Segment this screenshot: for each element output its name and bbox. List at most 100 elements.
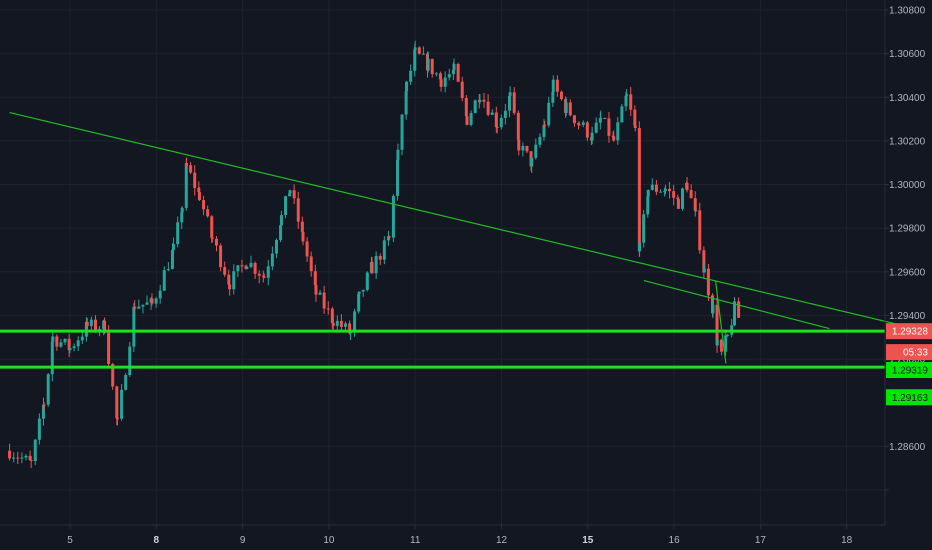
candle-body (611, 135, 615, 137)
candle-body (530, 157, 534, 167)
candle-body (330, 308, 334, 323)
candle-body (494, 112, 498, 127)
candle-body (706, 268, 710, 296)
candle-body (301, 231, 305, 242)
horizontal-lines (0, 329, 885, 369)
candle-body (551, 79, 555, 92)
candle-body (284, 196, 288, 216)
candle-body (698, 210, 702, 251)
time-axis[interactable]: 5 8 9 10 11 12 15 16 17 18 (67, 525, 853, 546)
candle-body (335, 320, 339, 326)
candle-body (396, 149, 400, 160)
candle-body (400, 114, 404, 150)
candle-body (646, 189, 650, 197)
candle-body (249, 262, 253, 267)
candle-body (89, 319, 93, 327)
candle-body (158, 290, 162, 299)
candle-body (391, 195, 395, 238)
candle-body (197, 192, 201, 201)
x-tick-label: 15 (582, 535, 594, 546)
y-tick-label: 1.30400 (889, 93, 926, 104)
price-tag-label: 05:33 (903, 348, 928, 359)
candle-body (439, 79, 443, 87)
candle-body (585, 122, 589, 138)
candle-body (46, 374, 50, 405)
candle-body (689, 190, 693, 199)
candle-body (654, 184, 658, 192)
candle-body (473, 100, 477, 114)
candle-body (185, 163, 189, 166)
candle-body (29, 459, 33, 462)
candle-body (145, 302, 149, 305)
candle-body (469, 113, 473, 125)
candle-body (318, 292, 322, 295)
x-tick-label: 18 (841, 535, 853, 546)
candle-body (413, 49, 417, 71)
candle-body (478, 99, 482, 102)
candle-body (219, 245, 223, 268)
candle-body (80, 336, 84, 341)
candle-body (434, 73, 438, 75)
candle-body (715, 339, 719, 346)
x-tick-label: 12 (496, 535, 508, 546)
candle-body (189, 165, 193, 173)
candle-body (719, 339, 723, 349)
candle-body (240, 265, 244, 267)
candle-body (197, 187, 201, 193)
candle-body (386, 236, 390, 241)
candle-body (344, 323, 348, 327)
candle-body (577, 124, 581, 126)
candle-body (166, 269, 170, 271)
candle-body (693, 198, 697, 211)
candle-body (309, 256, 313, 272)
candle-body (413, 47, 417, 50)
y-tick-label: 1.30000 (889, 180, 926, 191)
candle-body (361, 289, 365, 292)
y-tick-label: 1.30200 (889, 136, 926, 147)
candle-body (490, 112, 494, 115)
candle-body (266, 266, 270, 278)
candle-body (508, 92, 512, 96)
trend-line[interactable] (714, 280, 727, 364)
candle-body (206, 209, 210, 217)
candle-body (16, 457, 20, 459)
candle-body (443, 77, 447, 87)
candle-body (633, 109, 637, 126)
candle-body (594, 122, 598, 133)
candle-body (421, 53, 425, 55)
candle-body (374, 255, 378, 274)
candle-body (438, 73, 442, 80)
candle-body (24, 455, 28, 458)
candle-body (365, 272, 369, 290)
candle-body (590, 132, 594, 141)
candle-body (42, 404, 46, 406)
trend-line[interactable] (643, 279, 830, 330)
candle-body (50, 341, 54, 375)
candle-body (288, 190, 292, 194)
candle-body (51, 336, 55, 342)
candle-body (84, 321, 88, 337)
candle-body (120, 389, 124, 419)
candle-body (28, 455, 32, 460)
candle-body (387, 236, 391, 238)
candle-body (382, 240, 386, 260)
candle-body (202, 200, 206, 210)
x-tick-label: 17 (755, 535, 767, 546)
candle-body (370, 262, 374, 274)
candle-body (405, 81, 409, 92)
candles (8, 40, 741, 469)
candle-body (581, 122, 585, 125)
candle-body (59, 342, 63, 347)
price-tag: 1.29163 (886, 389, 932, 406)
candle-body (180, 212, 184, 223)
candle-body (555, 79, 559, 92)
candle-body (357, 293, 361, 312)
candle-body (430, 58, 434, 74)
candle-body (132, 306, 136, 347)
candle-body (314, 285, 318, 295)
trend-line[interactable] (9, 111, 925, 332)
candle-body (214, 238, 218, 246)
candle-body (107, 332, 111, 364)
candle-body (20, 457, 24, 459)
